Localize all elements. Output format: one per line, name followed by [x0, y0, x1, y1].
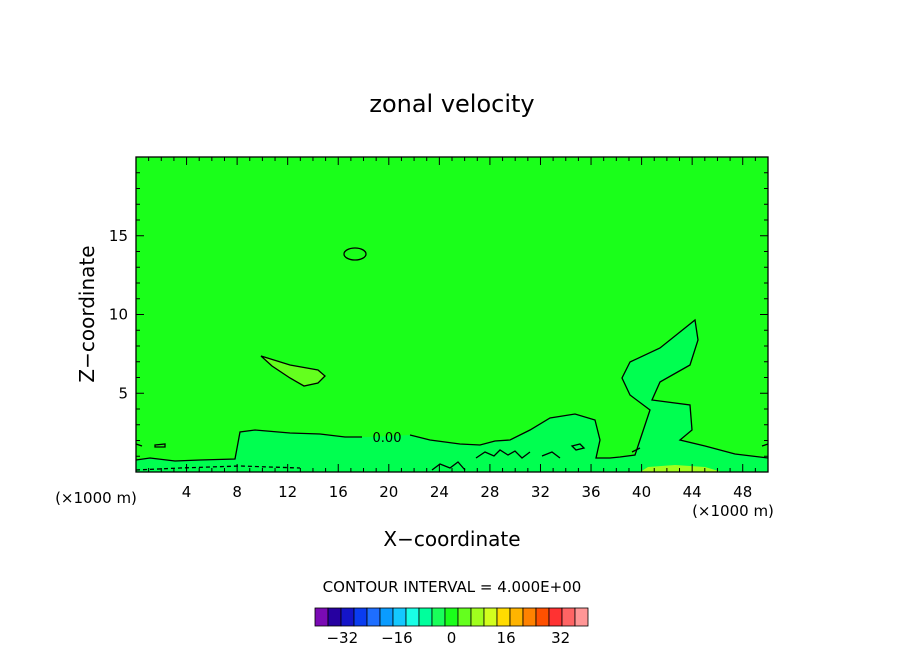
colorbar-swatch — [509, 607, 524, 627]
x-tick-label: 28 — [480, 483, 499, 501]
colorbar-swatch — [392, 607, 407, 627]
x-axis-label: X−coordinate — [383, 527, 520, 551]
colorbar-swatch — [418, 607, 433, 627]
y-tick-label: 10 — [109, 306, 128, 324]
x-tick-label: 24 — [430, 483, 449, 501]
x-tick-label: 8 — [232, 483, 242, 501]
x-tick-label: 48 — [733, 483, 752, 501]
y-tick-label: 5 — [118, 384, 128, 402]
colorbar-swatch — [327, 607, 342, 627]
colorbar-swatch — [379, 607, 394, 627]
positive-region-surface-band — [640, 465, 722, 472]
colorbar-swatch — [431, 607, 446, 627]
colorbar-swatch — [366, 607, 381, 627]
x-tick-label: 32 — [531, 483, 550, 501]
y-tick-label: 15 — [109, 227, 128, 245]
chart-title: zonal velocity — [369, 90, 534, 118]
x-tick-label: 12 — [278, 483, 297, 501]
y-axis: 5 10 15 — [109, 172, 768, 457]
negative-region-low-layer — [136, 320, 768, 472]
colorbar: −32 −16 0 16 32 — [314, 607, 589, 647]
x-tick-label: 40 — [632, 483, 651, 501]
contour-line-zero-continued — [409, 318, 769, 459]
colorbar-swatch — [548, 607, 563, 627]
y-axis-label: Z−coordinate — [75, 245, 99, 382]
colorbar-swatch — [483, 607, 498, 627]
colorbar-tick-label: 32 — [551, 629, 570, 647]
colorbar-swatch — [470, 607, 485, 627]
positive-region-lens — [260, 355, 326, 387]
x-tick-label: 36 — [581, 483, 600, 501]
x-tick-label: 20 — [379, 483, 398, 501]
colorbar-swatch — [314, 607, 329, 627]
colorbar-tick-label: 0 — [447, 629, 457, 647]
x-tick-label: 4 — [182, 483, 192, 501]
plot-area: 0.00 — [135, 156, 769, 473]
colorbar-swatch — [561, 607, 576, 627]
colorbar-swatch — [353, 607, 368, 627]
colorbar-swatch — [496, 607, 511, 627]
colorbar-swatch — [405, 607, 420, 627]
x-tick-label: 44 — [683, 483, 702, 501]
x-unit-right: (×1000 m) — [692, 502, 774, 520]
colorbar-swatch — [574, 607, 589, 627]
colorbar-swatch — [444, 607, 459, 627]
contour-label-zero: 0.00 — [373, 431, 402, 446]
contour-lines — [135, 247, 769, 471]
x-tick-label: 16 — [329, 483, 348, 501]
colorbar-swatch — [522, 607, 537, 627]
colorbar-swatch — [457, 607, 472, 627]
colorbar-swatch — [535, 607, 550, 627]
contour-closed-upper — [343, 247, 367, 261]
colorbar-swatch — [340, 607, 355, 627]
contour-interval: CONTOUR INTERVAL = 4.000E+00 — [323, 578, 582, 596]
contour-dashed-negative — [135, 465, 301, 471]
colorbar-tick-label: 16 — [497, 629, 516, 647]
x-unit-left: (×1000 m) — [55, 489, 137, 507]
contour-small-features — [135, 443, 769, 471]
contour-line-zero — [135, 429, 362, 462]
colorbar-tick-label: −16 — [381, 629, 413, 647]
x-axis: 4 8 12 16 20 24 28 32 36 40 44 48 — [148, 157, 756, 501]
colorbar-tick-label: −32 — [326, 629, 358, 647]
